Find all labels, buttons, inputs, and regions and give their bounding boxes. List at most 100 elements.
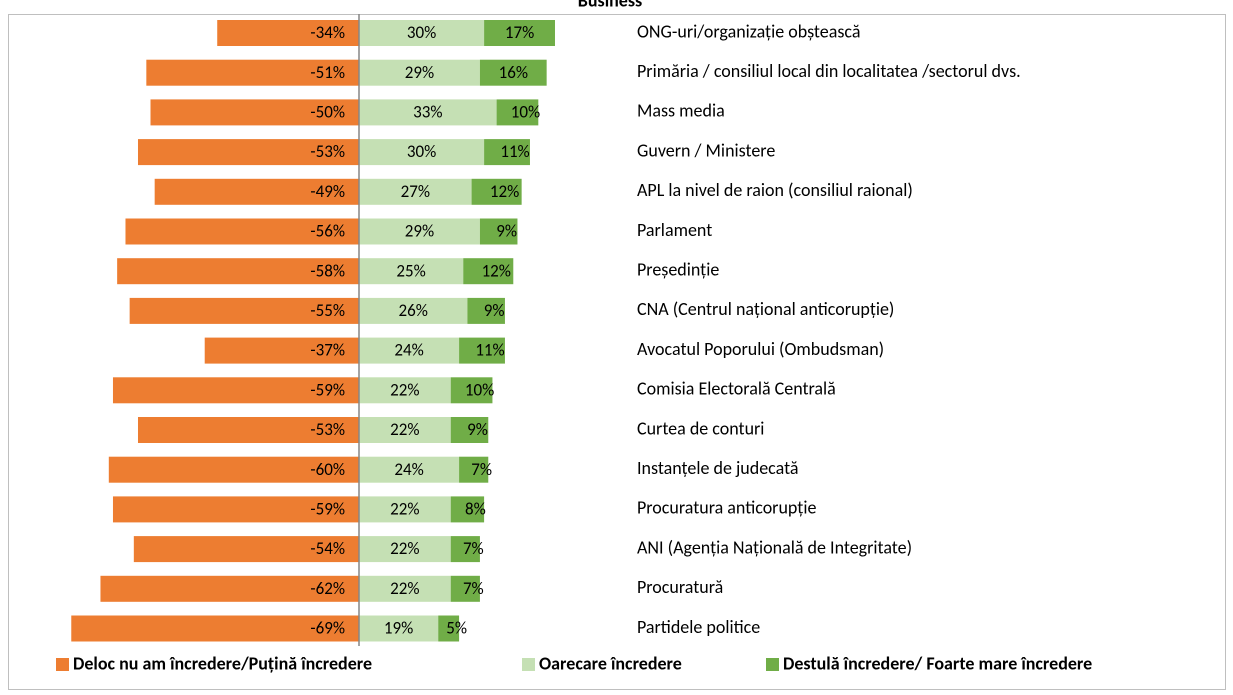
bar-segment	[450, 417, 489, 443]
bar-segment	[204, 337, 359, 364]
data-label: 7%	[471, 459, 492, 480]
data-label: 12%	[482, 260, 511, 281]
data-label: 9%	[496, 221, 517, 242]
bar-segment	[112, 496, 359, 523]
bar-segment	[125, 218, 359, 245]
bar-segment	[359, 258, 464, 285]
data-label: 22%	[390, 538, 419, 559]
bar-segment	[484, 20, 555, 46]
data-label: 8%	[465, 498, 486, 519]
data-label: 10%	[465, 379, 494, 400]
data-label: 7%	[463, 578, 484, 599]
data-label: 22%	[390, 578, 419, 599]
data-label: 22%	[390, 419, 419, 440]
data-label: 30%	[407, 141, 436, 162]
category-label: ANI (Agenția Națională de Integritate)	[637, 536, 912, 558]
bar-segment	[117, 258, 359, 285]
data-label: 12%	[490, 181, 519, 202]
data-label: -58%	[310, 260, 345, 281]
data-label: 17%	[505, 22, 534, 43]
bar-segment	[133, 536, 359, 563]
category-label: Instanțele de judecată	[637, 457, 799, 479]
data-label: 29%	[405, 62, 434, 83]
bar-segment	[359, 456, 460, 483]
category-label: Avocatul Poporului (Ombudsman)	[637, 338, 884, 360]
bar-segment	[100, 575, 360, 602]
legend-label: Oarecare încredere	[539, 652, 682, 674]
bar-segment	[359, 178, 472, 205]
data-label: -37%	[310, 340, 345, 361]
data-label: -59%	[310, 498, 345, 519]
data-label: 24%	[394, 459, 423, 480]
chart-title: Business	[578, 0, 642, 11]
bar-segment	[359, 99, 497, 126]
data-label: 9%	[467, 419, 488, 440]
category-label: ONG-uri/organizație obștească	[637, 20, 860, 42]
data-label: 11%	[475, 340, 504, 361]
bar-segment	[359, 575, 451, 602]
bar-segment	[154, 178, 359, 205]
data-label: -59%	[310, 379, 345, 400]
legend-swatch	[56, 658, 69, 671]
category-label: Procuratura anticorupție	[637, 497, 816, 519]
bar-segment	[459, 456, 489, 483]
bar-segment	[150, 99, 359, 126]
bar-segment	[108, 456, 359, 483]
bar-segment	[359, 59, 480, 86]
bar-segment	[450, 575, 480, 602]
data-label: 19%	[384, 618, 413, 639]
bar-segment	[359, 20, 485, 46]
bar-segment	[71, 615, 360, 642]
data-label: 25%	[396, 260, 425, 281]
data-label: 10%	[511, 101, 540, 122]
bar-segment	[359, 218, 480, 245]
data-label: 30%	[407, 22, 436, 43]
bar-segment	[479, 59, 547, 86]
data-label: 26%	[399, 300, 428, 321]
bar-segment	[463, 258, 514, 285]
bar-segment	[137, 139, 359, 166]
bar-segment	[467, 297, 505, 324]
bar-segment	[359, 536, 451, 563]
bar-segment	[450, 496, 485, 523]
bar-segment	[146, 59, 359, 86]
bar-segment	[479, 218, 518, 245]
category-label: Parlament	[637, 219, 712, 241]
legend-swatch	[522, 658, 535, 671]
data-label: -53%	[310, 141, 345, 162]
legend-label: Deloc nu am încredere/Puțină încredere	[73, 652, 372, 674]
bar-segment	[359, 496, 451, 523]
bar-segment	[450, 377, 493, 404]
category-label: Curtea de conturi	[637, 417, 764, 439]
category-label: APL la nivel de raion (consiliul raional…	[637, 179, 913, 201]
data-label: -56%	[310, 221, 345, 242]
bar-segment	[137, 417, 359, 443]
category-label: Procuratură	[637, 576, 723, 598]
data-label: 27%	[401, 181, 430, 202]
data-label: -62%	[310, 578, 345, 599]
data-label: 29%	[405, 221, 434, 242]
bar-segment	[217, 20, 359, 46]
data-label: -34%	[310, 22, 345, 43]
category-label: Partidele politice	[637, 616, 760, 638]
bar-segment	[112, 377, 359, 404]
data-label: 5%	[446, 618, 467, 639]
data-label: 16%	[499, 62, 528, 83]
category-label: Guvern / Ministere	[637, 139, 775, 161]
data-label: 24%	[394, 340, 423, 361]
category-label: Primăria / consiliul local din localitat…	[637, 60, 1021, 82]
bar-segment	[496, 99, 539, 126]
bar-segment	[359, 615, 439, 642]
bar-segment	[359, 337, 460, 364]
data-label: -55%	[310, 300, 345, 321]
data-label: 33%	[413, 101, 442, 122]
legend-label: Destulă încredere/ Foarte mare încredere	[783, 652, 1092, 674]
data-label: -53%	[310, 419, 345, 440]
category-label: Mass media	[637, 100, 725, 122]
category-label: CNA (Centrul național anticorupție)	[637, 298, 894, 320]
bar-segment	[450, 536, 480, 563]
bar-segment	[359, 377, 451, 404]
data-label: -49%	[310, 181, 345, 202]
bar-segment	[471, 178, 522, 205]
